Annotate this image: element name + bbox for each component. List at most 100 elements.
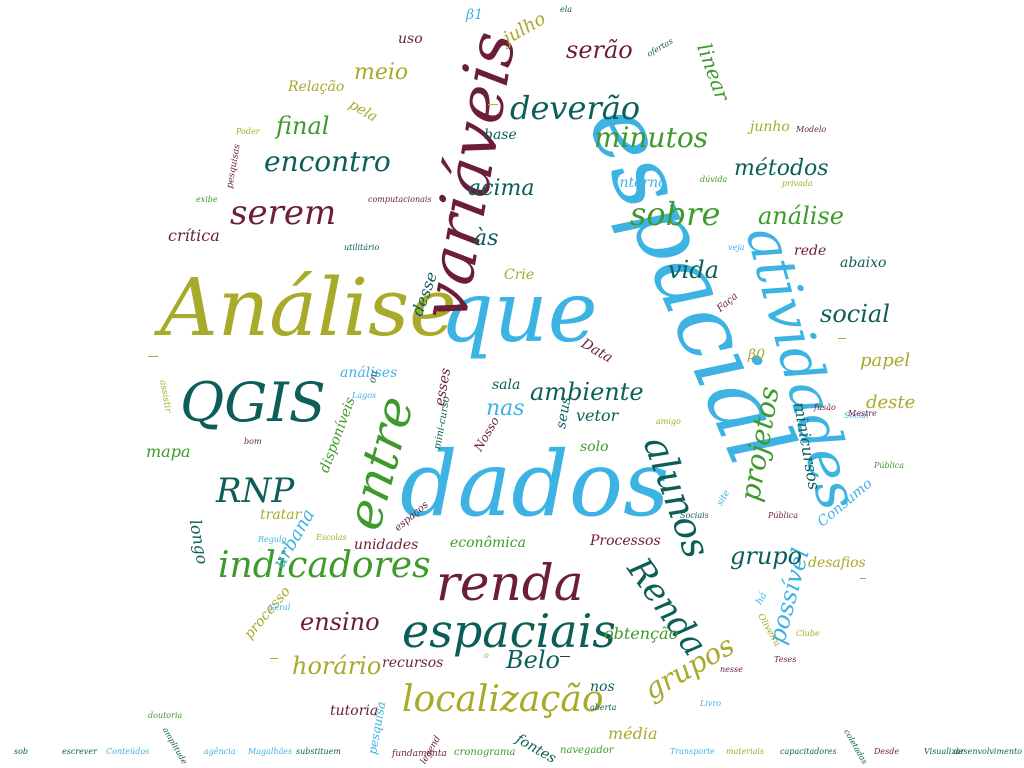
cloud-word: Pública	[874, 461, 905, 470]
decorative-tick	[838, 338, 846, 339]
cloud-word: nas	[486, 396, 525, 421]
cloud-word: Visualizar	[924, 747, 965, 756]
cloud-word: ou	[367, 369, 381, 385]
cloud-word: Social	[844, 411, 869, 420]
cloud-word: pesquisas	[225, 143, 243, 190]
cloud-word: Clube	[796, 629, 820, 638]
decorative-tick	[488, 104, 498, 105]
cloud-word: capacitadores	[780, 747, 837, 756]
cloud-word: Análise	[160, 261, 457, 354]
cloud-word: nos	[590, 679, 615, 695]
cloud-word: Magalhães	[248, 747, 293, 756]
cloud-word: Livro	[700, 699, 722, 708]
cloud-word: serão	[566, 36, 633, 64]
cloud-word: seus	[553, 396, 575, 430]
cloud-word: junho	[750, 119, 790, 135]
cloud-word: dados	[400, 432, 670, 537]
decorative-tick	[560, 656, 570, 657]
cloud-word: desenvolvimento	[953, 747, 1022, 756]
cloud-word: Belo	[506, 646, 560, 674]
cloud-word: solo	[580, 439, 609, 455]
cloud-word: ambiente	[530, 378, 644, 406]
cloud-word: sobre	[630, 195, 721, 233]
cloud-word: deste	[866, 392, 916, 413]
cloud-word: fundamenta	[392, 749, 447, 759]
cloud-word: base	[484, 127, 517, 143]
cloud-word: social	[820, 300, 890, 328]
cloud-word: há	[753, 590, 770, 607]
cloud-word: linear	[692, 40, 735, 104]
cloud-word: Pública	[768, 511, 799, 520]
cloud-word: amplitude	[160, 726, 189, 766]
cloud-word: Interno	[614, 175, 667, 191]
cloud-word: mapa	[146, 442, 191, 461]
decorative-tick	[270, 658, 278, 659]
cloud-word: Transporte	[670, 747, 715, 756]
cloud-word: desafios	[808, 555, 866, 571]
cloud-word: ensino	[300, 608, 380, 636]
cloud-word: Poder	[236, 127, 260, 136]
cloud-word: que	[440, 263, 598, 361]
cloud-word: Sociais	[680, 511, 709, 520]
cloud-word: acima	[468, 176, 535, 201]
cloud-word: β1	[466, 7, 484, 23]
cloud-word: dúvida	[700, 175, 728, 184]
cloud-word: papel	[860, 350, 911, 371]
decorative-tick	[148, 356, 158, 357]
cloud-word: tutoria	[330, 703, 379, 719]
cloud-word: horário	[292, 652, 382, 680]
cloud-word: β0	[748, 347, 766, 363]
cloud-word: análise	[758, 202, 844, 230]
cloud-word: Conteúdos	[106, 747, 150, 756]
cloud-word: Geral	[268, 603, 291, 612]
cloud-word: ela	[560, 5, 573, 14]
cloud-word: indicadores	[218, 545, 431, 586]
cloud-word: materiais	[726, 747, 765, 756]
cloud-word: unidades	[354, 537, 419, 553]
cloud-word: processo	[241, 583, 294, 643]
cloud-word: grupo	[730, 542, 803, 570]
cloud-word: Crie	[504, 267, 535, 283]
cloud-word: doutoria	[148, 711, 183, 720]
cloud-word: ofertas	[645, 36, 675, 59]
cloud-word: exibe	[196, 195, 218, 204]
cloud-word: bom	[244, 437, 262, 446]
decorative-tick	[860, 578, 866, 579]
cloud-word: QGIS	[180, 371, 326, 434]
cloud-word: métodos	[734, 156, 829, 181]
cloud-word: econômica	[450, 535, 526, 551]
cloud-word: média	[608, 724, 658, 743]
cloud-word: o	[484, 651, 489, 660]
cloud-word: obtenção	[604, 624, 679, 643]
cloud-word: privada	[782, 179, 813, 188]
cloud-word: localização	[402, 679, 604, 720]
cloud-word: site	[715, 488, 733, 508]
cloud-word: longo	[185, 518, 213, 566]
cloud-word: agência	[204, 747, 236, 756]
cloud-word: recursos	[382, 655, 444, 671]
cloud-word: serem	[230, 193, 337, 233]
cloud-word: às	[474, 226, 499, 251]
cloud-word: espaciais	[402, 604, 616, 658]
cloud-word: Regulo	[258, 535, 287, 544]
cloud-word: meio	[354, 60, 409, 85]
cloud-word: Processos	[590, 533, 661, 549]
cloud-word: RNP	[216, 471, 295, 511]
cloud-word: navegador	[560, 745, 614, 756]
cloud-word: substituem	[296, 747, 341, 756]
cloud-word: escrever	[62, 747, 97, 756]
cloud-word: abaixo	[840, 255, 887, 271]
cloud-word: sala	[492, 377, 521, 393]
cloud-word: Modelo	[796, 125, 827, 134]
cloud-word: final	[276, 112, 330, 140]
cloud-word: encontro	[264, 145, 391, 178]
cloud-word: vida	[668, 256, 719, 284]
cloud-word: cronograma	[454, 747, 516, 758]
cloud-word: Data	[578, 335, 616, 367]
cloud-word: veja	[728, 243, 745, 252]
cloud-word: fontes	[512, 731, 559, 767]
cloud-word: assistir	[157, 379, 173, 414]
cloud-word: Teses	[774, 655, 797, 664]
cloud-word: rede	[794, 243, 827, 259]
